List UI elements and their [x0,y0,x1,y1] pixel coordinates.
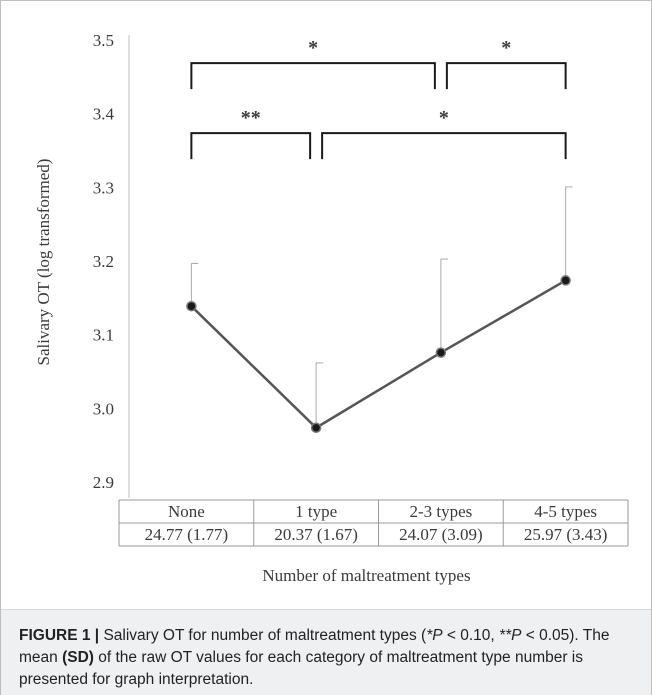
x-axis-label: Number of maltreatment types [262,566,470,585]
table-value-cell: 25.97 (3.43) [524,525,608,544]
figure-caption: FIGURE 1 | Salivary OT for number of mal… [19,625,637,691]
significance-label: * [501,37,511,59]
significance-bracket [445,62,567,90]
table-category-label: 1 type [295,502,337,521]
data-point [560,275,571,286]
y-tick-label: 3.1 [93,326,114,345]
y-tick-label: 3.0 [93,399,114,418]
y-tick-label: 3.2 [93,252,114,271]
caption-box: FIGURE 1 | Salivary OT for number of mal… [1,609,651,695]
caption-text-1: Salivary OT for number of maltreatment t… [99,627,427,644]
data-point [435,347,447,358]
significance-bracket [190,62,436,90]
series-line [190,279,567,430]
table-value-cell: 24.07 (3.09) [399,525,483,544]
table-category-label: None [168,502,205,521]
y-tick-label: 3.4 [93,105,115,124]
significance-bracket [321,132,567,160]
y-tick-label: 2.9 [93,473,114,492]
caption-p2: **P [499,627,522,644]
table-category-label: 4-5 types [534,502,597,521]
caption-text-4: of the raw OT values for each category o… [19,649,584,688]
significance-label: ** [241,107,261,129]
y-tick-label: 3.5 [93,31,114,50]
data-point [186,300,197,312]
caption-label: FIGURE 1 | [19,627,100,644]
caption-text-2: < 0.10, [442,627,500,644]
caption-sd: (SD) [62,649,94,666]
data-point [310,422,322,433]
significance-label: * [439,107,449,129]
salivary-ot-chart: 3.5 3.4 3.3 3.2 3.1 3.0 2.9 Salivary OT (log tr… [34,31,629,585]
significance-label: * [308,37,318,59]
table-category-label: 2-3 types [409,502,472,521]
table-value-cell: 20.37 (1.67) [274,525,358,544]
caption-p1: *P [426,627,443,644]
caption-text-3: < 0.05). The mean [19,627,610,666]
table-value-cell: 24.77 (1.77) [145,525,229,544]
y-axis-label: Salivary OT (log transformed) [34,159,53,366]
significance-bracket [190,132,312,160]
y-tick-label: 3.3 [93,178,114,197]
